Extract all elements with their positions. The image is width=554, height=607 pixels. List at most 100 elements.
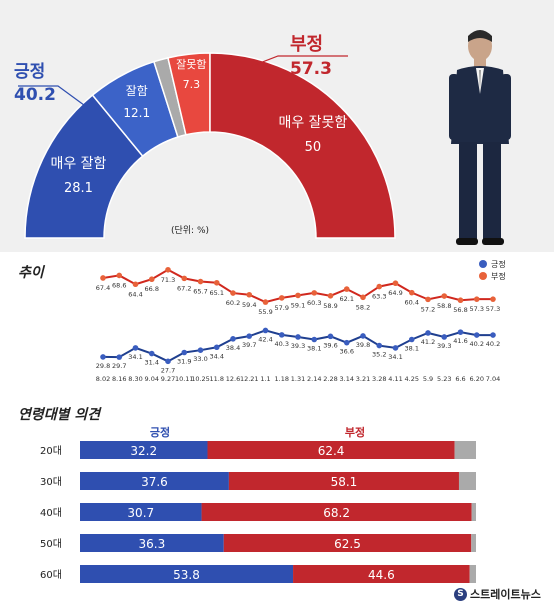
data-label: 58.8: [437, 302, 451, 310]
bar-value-label: 44.6: [368, 568, 395, 582]
data-point: [425, 330, 431, 336]
logo-mark-icon: S: [454, 587, 467, 601]
slice-label-group: 매우 잘함 28.1: [50, 156, 106, 196]
x-tick-label: 9.27: [161, 375, 175, 383]
data-label: 58.2: [356, 303, 370, 311]
data-label: 39.3: [291, 342, 305, 350]
legend-label: 긍정: [491, 259, 506, 269]
data-label: 29.8: [96, 362, 110, 370]
x-tick-label: 11.8: [210, 375, 224, 383]
data-point: [100, 354, 106, 360]
x-tick-label: 7.04: [486, 375, 500, 383]
data-label: 31.9: [177, 358, 191, 366]
data-label: 40.3: [275, 340, 289, 348]
data-point: [473, 296, 480, 302]
data-point: [441, 334, 448, 340]
data-point: [100, 275, 106, 281]
x-tick-label: 9.04: [145, 375, 159, 383]
data-label: 41.2: [421, 338, 435, 346]
age-label: 30대: [40, 476, 62, 488]
age-stacked-bar-chart: 긍정 부정 20대 32.2 62.4 30대 37.6 58.1 40대 30.7 68.2 50대…: [40, 425, 476, 583]
data-point: [441, 293, 448, 299]
bar-segment: [201, 503, 472, 521]
age-label: 50대: [40, 538, 62, 550]
age-label: 40대: [40, 507, 62, 519]
bar-segment: [80, 534, 224, 552]
data-point: [197, 278, 204, 285]
trend-title: 추이: [18, 265, 44, 281]
data-label: 34.1: [388, 353, 402, 361]
legend-marker: [479, 260, 487, 268]
x-tick-label: 8.16: [112, 375, 126, 383]
bar-segment: [223, 534, 472, 552]
bar-segment: [458, 472, 476, 490]
data-label: 40.2: [486, 340, 500, 348]
bar-segment: [80, 503, 202, 521]
x-tick-label: 3.14: [340, 375, 354, 383]
x-tick-label: 8.30: [128, 375, 142, 383]
data-label: 40.2: [470, 340, 484, 348]
bar-value-label: 53.8: [173, 568, 200, 582]
data-point: [246, 291, 253, 298]
data-label: 57.3: [486, 305, 500, 313]
data-label: 33.0: [193, 355, 207, 363]
x-tick-label: 1.1: [260, 375, 270, 383]
data-label: 65.7: [193, 288, 207, 296]
x-tick-label: 10.11: [175, 375, 194, 383]
negative-leader-line: [251, 55, 348, 67]
data-point: [392, 280, 399, 287]
bar-value-label: 36.3: [139, 537, 166, 551]
data-label: 62.1: [340, 295, 354, 303]
x-tick-label: 12.6: [226, 375, 240, 383]
bar-value-label: 62.5: [334, 537, 361, 551]
person-photo: [449, 30, 511, 245]
data-label: 67.4: [96, 284, 110, 292]
data-point: [327, 293, 334, 299]
data-point: [295, 292, 301, 299]
data-label: 39.8: [356, 341, 370, 349]
slice-label: 매우 잘함: [50, 156, 106, 172]
data-point: [311, 336, 318, 343]
slice-label-group: 잘함 12.1: [123, 84, 150, 120]
data-label: 42.4: [258, 335, 272, 343]
legend-marker: [479, 272, 487, 280]
data-label: 57.9: [275, 304, 289, 312]
data-point: [343, 339, 350, 346]
bar-segment: [293, 565, 470, 583]
data-label: 56.8: [453, 306, 467, 314]
legend-label: 부정: [491, 271, 506, 281]
data-label: 31.4: [145, 359, 159, 367]
data-point: [181, 349, 188, 356]
bar-segment: [207, 441, 455, 459]
slice-value: 7.3: [183, 78, 201, 91]
data-label: 59.4: [242, 301, 256, 309]
data-label: 58.9: [323, 302, 337, 310]
data-label: 27.7: [161, 366, 175, 374]
positive-leader-line: [18, 85, 89, 109]
bar-segment: [80, 565, 294, 583]
data-point: [148, 276, 155, 283]
data-point: [246, 333, 253, 339]
data-point: [148, 350, 155, 357]
data-point: [262, 327, 269, 334]
data-point: [278, 332, 285, 338]
data-point: [490, 332, 496, 338]
slice-value: 50: [305, 140, 322, 155]
data-point: [262, 299, 269, 305]
data-point: [376, 342, 383, 349]
x-tick-label: 6.6: [455, 375, 465, 383]
bar-segment: [471, 534, 476, 552]
age-label: 20대: [40, 445, 62, 457]
x-tick-label: 12.21: [240, 375, 259, 383]
slice-value: 28.1: [64, 181, 93, 196]
data-point: [116, 354, 123, 360]
data-label: 71.3: [161, 276, 175, 284]
data-point: [408, 289, 415, 296]
x-tick-label: 3.21: [356, 375, 370, 383]
x-tick-label: 1.18: [275, 375, 289, 383]
data-point: [360, 294, 366, 301]
data-point: [457, 297, 464, 304]
data-point: [311, 290, 318, 296]
data-point: [457, 329, 464, 335]
